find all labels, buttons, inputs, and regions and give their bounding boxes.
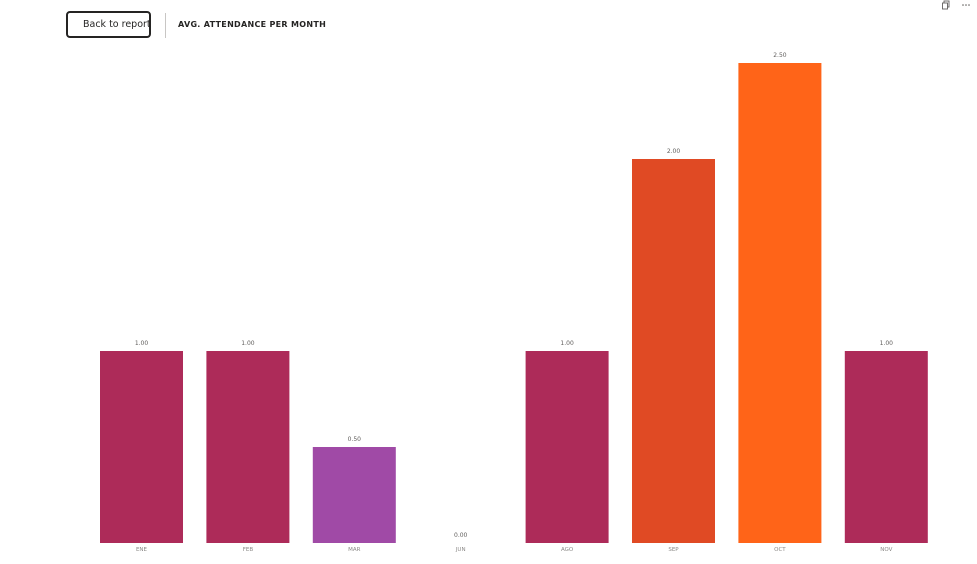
data-label-ago: 1.00	[560, 340, 574, 347]
x-tick-label-jun: JUN	[455, 547, 466, 553]
back-to-report-label: Back to report	[83, 19, 151, 30]
visual-header-icons	[941, 0, 971, 10]
bar-sep[interactable]	[632, 159, 715, 543]
visual-title: AVG. ATTENDANCE PER MONTH	[178, 20, 327, 29]
bar-mar[interactable]	[312, 447, 396, 543]
data-label-ene: 1.00	[135, 340, 149, 347]
back-to-report-button[interactable]: Back to report	[66, 11, 151, 38]
bar-ago[interactable]	[525, 351, 609, 543]
data-label-oct: 2.50	[773, 52, 787, 59]
data-label-jun: 0.00	[454, 532, 468, 539]
bar-nov[interactable]	[844, 351, 928, 543]
header-divider	[165, 13, 166, 38]
x-tick-label-ene: ENE	[136, 547, 148, 553]
bar-oct[interactable]	[738, 63, 822, 543]
x-tick-label-nov: NOV	[880, 547, 892, 553]
x-tick-label-mar: MAR	[348, 547, 361, 553]
x-tick-label-ago: AGO	[561, 547, 574, 553]
copy-icon[interactable]	[941, 0, 951, 10]
data-label-feb: 1.00	[241, 340, 255, 347]
bar-feb[interactable]	[206, 351, 290, 543]
bar-ene[interactable]	[100, 351, 183, 543]
data-label-nov: 1.00	[880, 340, 894, 347]
x-tick-label-oct: OCT	[774, 547, 786, 553]
data-label-sep: 2.00	[667, 148, 681, 155]
x-tick-label-feb: FEB	[243, 547, 254, 553]
x-tick-label-sep: SEP	[668, 547, 679, 553]
data-label-mar: 0.50	[348, 436, 362, 443]
more-options-icon[interactable]	[961, 0, 971, 10]
